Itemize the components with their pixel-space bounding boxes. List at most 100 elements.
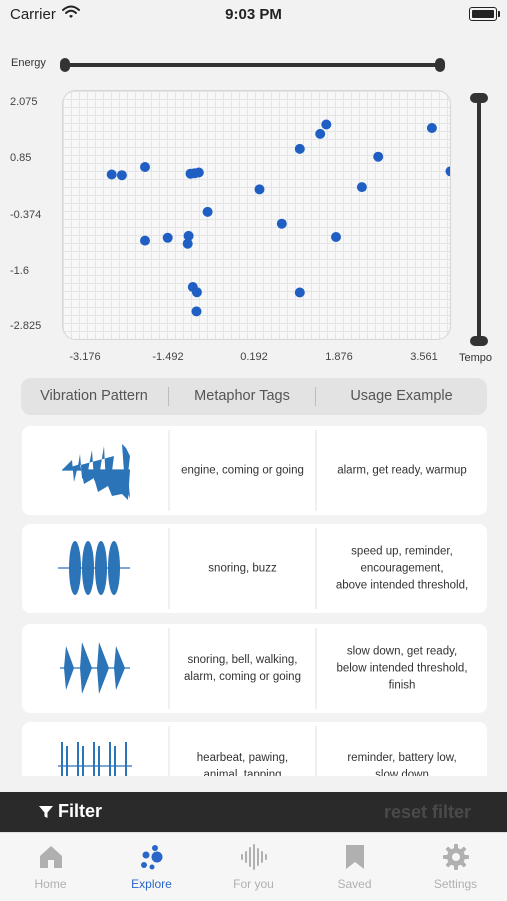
tempo-range-slider[interactable] — [469, 93, 489, 346]
cell-divider — [315, 726, 317, 776]
data-point[interactable] — [254, 184, 265, 195]
data-point[interactable] — [140, 235, 150, 246]
energy-range-slider[interactable] — [60, 58, 445, 72]
data-point[interactable] — [193, 167, 204, 178]
cell-divider — [315, 628, 317, 709]
tempo-min-handle[interactable] — [470, 336, 488, 346]
energy-label: Energy — [11, 57, 46, 69]
pattern-cell — [22, 524, 168, 613]
data-point[interactable] — [185, 168, 196, 179]
segment-divider — [315, 387, 316, 406]
status-bar: Carrier 9:03 PM — [0, 0, 507, 30]
y-tick: 0.85 — [10, 152, 32, 164]
data-point[interactable] — [191, 306, 202, 317]
energy-slider-track[interactable] — [64, 63, 441, 67]
waveform-icon — [240, 844, 267, 870]
tags-cell: snoring, buzz — [170, 524, 315, 613]
vibration-waveform-icon — [60, 642, 130, 694]
data-point[interactable] — [182, 238, 193, 249]
data-point[interactable] — [183, 230, 194, 241]
x-tick: 1.876 — [325, 351, 353, 363]
scatter-svg[interactable] — [63, 91, 450, 339]
usage-example-text: slow down, get ready, below intended thr… — [336, 645, 468, 691]
vibration-waveform-icon — [58, 742, 132, 776]
data-point[interactable] — [106, 169, 117, 180]
carrier-label: Carrier — [10, 6, 56, 23]
clock: 9:03 PM — [225, 6, 282, 23]
cell-divider — [168, 430, 170, 511]
energy-min-handle[interactable] — [60, 58, 70, 72]
usage-example-text: reminder, battery low, slow down — [347, 751, 457, 777]
filter-bar: Filter reset filter — [0, 792, 507, 832]
cell-divider — [168, 628, 170, 709]
segment-vibration-pattern[interactable]: Vibration Pattern — [40, 388, 148, 404]
metaphor-tags-text: snoring, bell, walking, alarm, coming or… — [184, 653, 301, 683]
metaphor-tags-text: snoring, buzz — [208, 562, 277, 574]
list-item[interactable]: engine, coming or going alarm, get ready… — [22, 426, 487, 515]
bookmark-icon — [345, 845, 364, 869]
pattern-cell — [22, 426, 168, 515]
data-point[interactable] — [202, 206, 213, 217]
x-tick: -1.492 — [152, 351, 184, 363]
tags-cell: snoring, bell, walking, alarm, coming or… — [170, 624, 315, 713]
data-point[interactable] — [116, 170, 127, 181]
usage-cell: reminder, battery low, slow down — [317, 722, 487, 777]
tab-home[interactable]: Home — [0, 843, 101, 891]
y-tick: -0.374 — [10, 209, 42, 221]
data-point[interactable] — [373, 151, 384, 162]
cell-divider — [315, 528, 317, 609]
y-tick: -1.6 — [10, 265, 29, 277]
tempo-max-handle[interactable] — [470, 93, 488, 103]
vibration-waveform-icon — [62, 444, 130, 500]
gear-icon — [442, 844, 469, 870]
column-segmented-control[interactable]: Vibration Pattern Metaphor Tags Usage Ex… — [21, 378, 487, 415]
list-item[interactable]: snoring, bell, walking, alarm, coming or… — [22, 624, 487, 713]
x-tick: 3.561 — [410, 351, 438, 363]
battery-icon — [469, 7, 500, 21]
cell-divider — [315, 430, 317, 511]
data-point[interactable] — [426, 123, 437, 133]
wifi-icon — [62, 5, 80, 24]
cell-divider — [168, 528, 170, 609]
x-tick: 0.192 — [240, 351, 268, 363]
tempo-label: Tempo — [459, 352, 493, 364]
metaphor-tags-text: hearbeat, pawing, animal, tapping — [196, 751, 289, 777]
data-point[interactable] — [294, 143, 305, 154]
tab-bar: Home Explore For you Saved — [0, 832, 507, 901]
pattern-cell — [22, 722, 168, 776]
data-point[interactable] — [294, 287, 305, 298]
tab-explore[interactable]: Explore — [101, 843, 202, 891]
filter-label: Filter — [58, 801, 103, 821]
vibration-list[interactable]: engine, coming or going alarm, get ready… — [22, 426, 487, 776]
data-point[interactable] — [315, 128, 326, 139]
x-tick: -3.176 — [69, 351, 101, 363]
data-point[interactable] — [331, 232, 341, 242]
tab-label: For you — [233, 877, 274, 891]
tempo-slider-track[interactable] — [477, 97, 481, 342]
data-point[interactable] — [140, 162, 150, 172]
list-item[interactable]: snoring, buzz speed up, reminder, encour… — [22, 524, 487, 613]
metaphor-tags-text: engine, coming or going — [181, 464, 304, 476]
segment-usage-example[interactable]: Usage Example — [350, 388, 453, 404]
funnel-icon — [39, 805, 53, 818]
tab-settings[interactable]: Settings — [405, 843, 506, 891]
data-point[interactable] — [321, 119, 332, 130]
tab-for-you[interactable]: For you — [203, 843, 304, 891]
data-point[interactable] — [356, 182, 367, 193]
tab-saved[interactable]: Saved — [304, 843, 405, 891]
segment-metaphor-tags[interactable]: Metaphor Tags — [194, 388, 290, 404]
data-point[interactable] — [445, 166, 451, 177]
filter-button[interactable]: Filter — [38, 801, 102, 822]
list-item[interactable]: hearbeat, pawing, animal, tapping remind… — [22, 722, 487, 776]
vibration-waveform-icon — [58, 541, 130, 595]
pattern-cell — [22, 624, 168, 713]
data-point[interactable] — [191, 287, 202, 298]
scatter-plot[interactable] — [62, 90, 451, 340]
energy-max-handle[interactable] — [435, 58, 445, 72]
reset-filter-button[interactable]: reset filter — [383, 802, 471, 822]
home-icon — [39, 846, 62, 868]
tags-cell: engine, coming or going — [170, 426, 315, 515]
data-point[interactable] — [162, 232, 173, 243]
data-point[interactable] — [276, 218, 287, 229]
y-tick: -2.825 — [10, 320, 42, 332]
